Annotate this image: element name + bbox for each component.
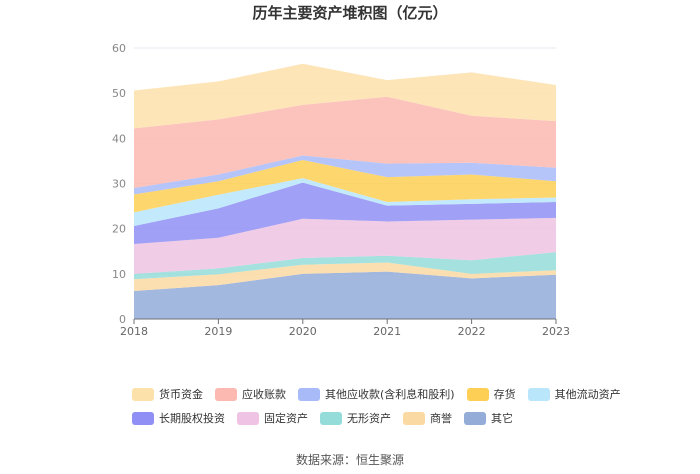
legend-swatch xyxy=(527,387,550,401)
x-tick-label: 2023 xyxy=(542,325,570,338)
legend-row-2: 长期股权投资 固定资产 无形资产 商誉 其它 xyxy=(132,410,592,426)
area-2 xyxy=(134,252,556,280)
legend-item[interactable]: 存货 xyxy=(466,386,516,402)
legend-item[interactable]: 其他应收款(含利息和股利) xyxy=(298,386,455,402)
x-tick-label: 2018 xyxy=(120,325,148,338)
legend-label: 长期股权投资 xyxy=(159,412,225,425)
y-tick-label: 30 xyxy=(112,178,126,191)
legend-label: 固定资产 xyxy=(264,412,308,425)
legend-swatch xyxy=(298,387,320,401)
y-tick-label: 20 xyxy=(112,223,126,236)
legend-swatch xyxy=(466,387,489,401)
legend-swatch xyxy=(403,411,425,425)
legend-swatch xyxy=(237,411,259,425)
area-3 xyxy=(134,217,556,274)
legend-item[interactable]: 长期股权投资 xyxy=(132,410,225,426)
area-8 xyxy=(134,96,556,189)
legend-label: 存货 xyxy=(493,388,516,401)
legend-item[interactable]: 其他流动资产 xyxy=(527,386,621,402)
area-5 xyxy=(134,178,556,226)
legend-item[interactable]: 应收账款 xyxy=(215,386,286,402)
legend-label: 其他流动资产 xyxy=(554,388,621,401)
axes: 0 10 20 30 40 50 60 2018 2019 2020 2021 2022 2023 xyxy=(112,42,570,338)
area-9 xyxy=(134,63,556,129)
legend-label: 无形资产 xyxy=(347,412,391,425)
y-tick-label: 10 xyxy=(112,268,126,281)
legend-label: 其它 xyxy=(491,412,513,425)
area-1 xyxy=(134,262,556,291)
legend-swatch xyxy=(464,411,486,425)
area-series xyxy=(134,63,556,319)
x-tick-label: 2019 xyxy=(204,325,232,338)
legend-item[interactable]: 固定资产 xyxy=(237,410,308,426)
x-tick-label: 2021 xyxy=(373,325,401,338)
legend-label: 货币资金 xyxy=(159,388,203,401)
y-tick-label: 60 xyxy=(112,42,126,55)
y-tick-label: 40 xyxy=(112,132,126,145)
x-tick-label: 2020 xyxy=(289,325,317,338)
legend-item[interactable]: 其它 xyxy=(464,410,513,426)
legend-swatch xyxy=(132,387,154,401)
legend-row-1: 货币资金 应收账款 其他应收款(含利息和股利) 存货 其他流动资产 xyxy=(132,386,621,402)
y-tick-label: 0 xyxy=(119,313,126,326)
legend-label: 应收账款 xyxy=(242,388,286,401)
legend-item[interactable]: 无形资产 xyxy=(320,410,391,426)
y-tick-label: 50 xyxy=(112,87,126,100)
legend-item[interactable]: 货币资金 xyxy=(132,386,203,402)
legend-swatch xyxy=(215,387,237,401)
legend-item[interactable]: 商誉 xyxy=(403,410,452,426)
legend-swatch xyxy=(320,411,342,425)
legend-label: 商誉 xyxy=(430,412,452,425)
area-6 xyxy=(134,160,556,213)
legend-swatch xyxy=(132,411,154,425)
x-tick-label: 2022 xyxy=(458,325,486,338)
area-0 xyxy=(134,271,556,319)
data-source: 数据来源：恒生聚源 xyxy=(295,453,404,467)
legend: 货币资金 应收账款 其他应收款(含利息和股利) 存货 其他流动资产 长期股权投资 固定资产… xyxy=(132,386,621,434)
area-7 xyxy=(134,155,556,195)
legend-label: 其他应收款(含利息和股利) xyxy=(325,388,455,401)
chart-title: 历年主要资产堆积图（亿元） xyxy=(252,4,448,22)
area-4 xyxy=(134,182,556,245)
